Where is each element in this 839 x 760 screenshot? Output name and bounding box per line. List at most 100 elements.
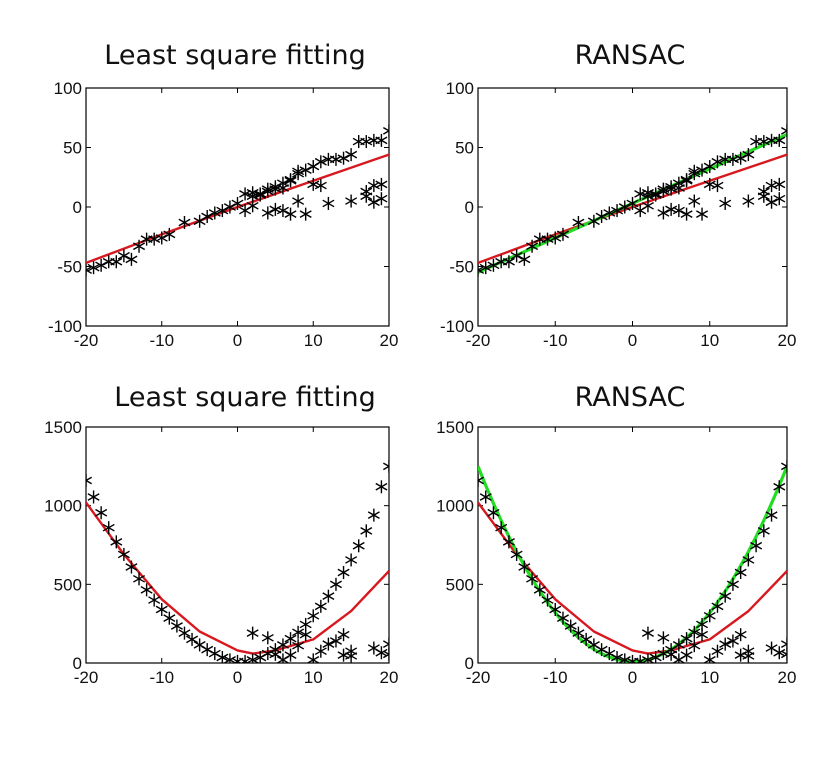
data-point — [742, 148, 755, 162]
data-point — [549, 231, 562, 245]
data-point — [657, 631, 670, 645]
data-point — [556, 227, 569, 241]
data-point — [292, 164, 305, 178]
data-point — [87, 490, 100, 504]
data-point — [680, 648, 693, 662]
plot-data — [86, 459, 389, 663]
data-point — [375, 177, 388, 191]
data-point — [773, 480, 786, 494]
data-point — [223, 653, 236, 663]
x-tick-label: 0 — [233, 668, 242, 687]
data-point — [703, 177, 716, 191]
data-point — [665, 202, 678, 216]
y-tick-label: 1500 — [44, 418, 82, 437]
data-point — [345, 553, 358, 567]
data-point — [564, 619, 577, 633]
subplot-title: RANSAC — [575, 40, 686, 71]
x-tick-label: -10 — [149, 668, 174, 687]
y-tick-label: 0 — [465, 198, 474, 217]
data-point — [773, 192, 786, 206]
data-point — [572, 215, 585, 229]
data-point — [375, 480, 388, 494]
plot-data — [478, 459, 787, 663]
data-point — [611, 650, 624, 663]
x-tick-label: -10 — [543, 668, 568, 687]
data-point — [703, 653, 716, 663]
data-point — [626, 196, 639, 210]
axes-box — [85, 426, 390, 664]
data-point — [479, 490, 492, 504]
data-point — [208, 206, 221, 220]
data-point — [479, 261, 492, 275]
data-point — [765, 179, 778, 193]
data-point — [726, 634, 739, 648]
data-point — [86, 263, 93, 277]
data-point — [641, 199, 654, 213]
data-point — [322, 637, 335, 651]
data-point — [110, 535, 123, 549]
y-tick-label: 0 — [465, 654, 474, 673]
data-point — [307, 177, 320, 191]
data-point — [360, 185, 373, 199]
data-point — [773, 177, 786, 191]
data-point — [734, 566, 747, 580]
data-point — [780, 459, 787, 473]
data-point — [502, 255, 515, 269]
data-point — [345, 148, 358, 162]
x-tick-label: 20 — [778, 331, 797, 350]
data-point — [314, 179, 327, 193]
data-point — [478, 473, 485, 487]
data-point — [86, 473, 93, 487]
data-point — [634, 187, 647, 201]
data-point — [125, 560, 138, 574]
data-point — [110, 255, 123, 269]
data-point — [757, 135, 770, 149]
data-point — [773, 133, 786, 147]
data-point — [719, 589, 732, 603]
data-point — [375, 646, 388, 660]
data-point — [510, 249, 523, 263]
data-point — [178, 626, 191, 640]
y-tick-label: -50 — [449, 258, 474, 277]
data-point — [657, 206, 670, 220]
data-point — [757, 185, 770, 199]
data-point — [765, 195, 778, 209]
data-point — [680, 207, 693, 221]
y-tick-label: 1000 — [44, 497, 82, 516]
data-point — [163, 227, 176, 241]
data-point — [155, 603, 168, 617]
data-point — [572, 626, 585, 640]
data-point — [533, 583, 546, 597]
y-tick-label: 50 — [455, 139, 474, 158]
data-point — [125, 252, 138, 266]
data-point — [719, 196, 732, 210]
data-point — [276, 638, 289, 652]
subplot-title: Least square fitting — [104, 40, 365, 71]
data-point — [261, 631, 274, 645]
data-point — [360, 524, 373, 538]
data-point — [246, 653, 259, 663]
data-point — [734, 628, 747, 642]
x-tick-label: -20 — [466, 331, 491, 350]
data-point — [665, 647, 678, 661]
data-point — [375, 192, 388, 206]
data-point — [367, 179, 380, 193]
data-point — [688, 625, 701, 639]
x-tick-label: 20 — [380, 668, 399, 687]
data-point — [133, 572, 146, 586]
x-tick-label: 10 — [700, 668, 719, 687]
data-point — [672, 176, 685, 190]
subplot-quadratic-ransac: RANSAC -20 -10 0 10 20 0 500 1000 1500 — [436, 382, 796, 687]
data-point — [510, 547, 523, 561]
data-point — [742, 649, 755, 663]
data-point — [688, 194, 701, 208]
data-point — [478, 263, 485, 277]
data-point — [696, 628, 709, 642]
data-point — [102, 521, 115, 535]
x-tick-label: -10 — [149, 331, 174, 350]
x-tick-label: 10 — [304, 668, 323, 687]
data-point — [618, 200, 631, 214]
data-point — [696, 207, 709, 221]
data-point — [352, 539, 365, 553]
y-tick-label: -50 — [57, 258, 82, 277]
